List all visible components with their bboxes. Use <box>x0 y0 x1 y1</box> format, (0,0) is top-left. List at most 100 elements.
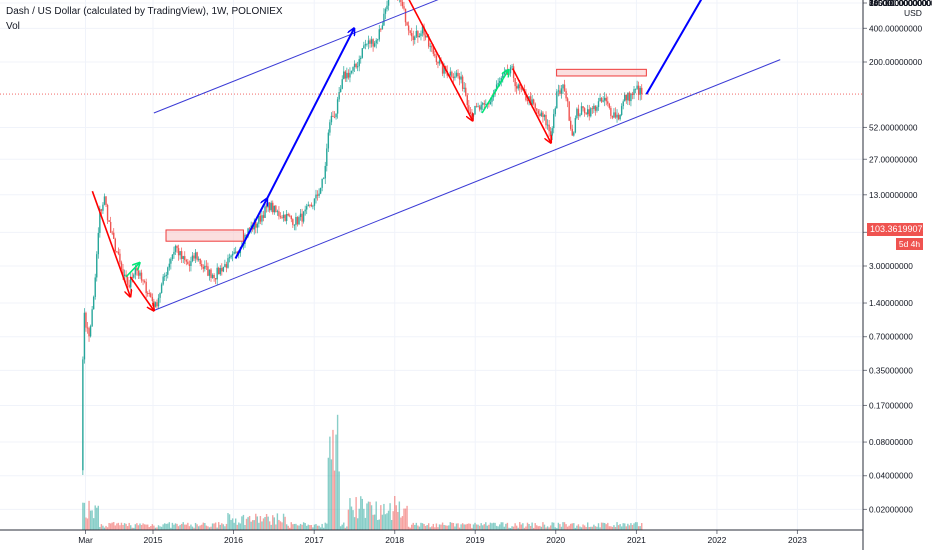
red-arrow-2019[interactable] <box>512 68 551 142</box>
resistance-zone-2015[interactable] <box>165 229 244 242</box>
candle-body <box>253 221 255 230</box>
candle-body <box>285 214 288 221</box>
candle <box>193 252 195 262</box>
candle-body <box>355 63 357 68</box>
volume-bar <box>339 526 342 530</box>
volume-bar <box>241 516 243 530</box>
candle <box>312 204 314 210</box>
candle-body <box>140 272 143 281</box>
volume-bar <box>587 522 589 530</box>
volume-bar <box>145 524 147 530</box>
candle-body <box>290 216 292 220</box>
red-arrow-2018[interactable] <box>392 0 473 120</box>
volume-bar <box>570 523 572 530</box>
candle-body <box>156 302 158 307</box>
candle <box>318 188 320 198</box>
candle <box>265 203 268 213</box>
candle-body <box>177 248 180 256</box>
candle-body <box>485 104 487 106</box>
candle-body <box>630 93 632 102</box>
candle-body <box>386 5 388 10</box>
candle <box>213 273 215 282</box>
volume-bar <box>319 527 322 530</box>
candle <box>167 266 169 279</box>
candle-body <box>537 110 539 114</box>
volume-bar <box>179 524 181 530</box>
candle <box>460 71 462 84</box>
candle-body <box>610 107 612 116</box>
drawings[interactable] <box>0 0 862 311</box>
volume-bar <box>509 527 512 530</box>
candle <box>386 0 388 12</box>
volume-bar <box>116 523 118 530</box>
candle <box>221 263 223 276</box>
resistance-zone-2020[interactable] <box>556 68 647 77</box>
candle-body <box>190 261 192 266</box>
blue-arrow-2016[interactable] <box>234 199 267 259</box>
volume-bar <box>188 526 191 530</box>
candle <box>284 214 286 222</box>
candle <box>542 110 544 123</box>
candle-body <box>548 124 550 132</box>
red-arrow-2014-a[interactable] <box>91 190 130 296</box>
volume-bar <box>309 525 311 530</box>
volume-bar <box>293 523 296 530</box>
candle <box>401 0 404 9</box>
volume-bar <box>159 526 161 530</box>
candle <box>205 260 208 271</box>
candle-body <box>327 132 330 149</box>
candle <box>560 84 563 99</box>
volume-bar <box>468 523 470 530</box>
volume-bar <box>489 522 492 530</box>
candle-body <box>151 297 154 302</box>
volume-bar <box>268 521 271 530</box>
last-price-label: 103.36199073 <box>867 223 928 236</box>
volume-bar <box>180 523 183 530</box>
candle <box>97 227 100 259</box>
candle-body <box>333 116 336 118</box>
time-tick-label: Mar <box>78 535 93 545</box>
candle-body <box>534 103 536 109</box>
candle <box>307 201 309 207</box>
candle <box>329 119 331 136</box>
candle-body <box>636 85 638 89</box>
candle <box>403 1 405 11</box>
channel-lower[interactable] <box>153 59 781 311</box>
volume-bar <box>417 525 419 530</box>
candle-body <box>449 71 451 76</box>
candle-body <box>96 254 98 278</box>
price-tick-label: 800.00000000 <box>869 0 922 8</box>
green-arrow-2014[interactable] <box>125 263 139 278</box>
candle <box>105 195 107 208</box>
candle-body <box>475 105 478 107</box>
candle <box>474 105 476 115</box>
volume-bar <box>353 517 356 530</box>
blue-arrow-projection[interactable] <box>645 0 780 95</box>
candle-body <box>346 72 348 79</box>
candle <box>302 211 305 224</box>
candle-body <box>367 40 370 44</box>
green-arrow-2019[interactable] <box>481 70 508 114</box>
candle-body <box>123 274 126 277</box>
candle-body <box>380 29 382 31</box>
candle <box>301 208 303 227</box>
volume-bar <box>153 525 155 530</box>
candle <box>103 193 106 206</box>
red-arrow-2014-b[interactable] <box>129 276 154 311</box>
candle-body <box>116 251 118 252</box>
volume-bar <box>147 524 149 530</box>
volume-bar <box>559 524 561 530</box>
candle-body <box>463 87 465 89</box>
candle-body <box>182 256 184 259</box>
volume-bar <box>221 523 223 530</box>
volume-bar <box>631 525 634 530</box>
volume-label[interactable]: Vol <box>6 21 20 32</box>
candle-body <box>222 266 225 272</box>
blue-arrow-2017[interactable] <box>266 28 354 200</box>
candle-body <box>438 60 441 64</box>
symbol-title[interactable]: Dash / US Dollar (calculated by TradingV… <box>6 6 283 17</box>
candle-body <box>114 238 116 252</box>
channel-upper[interactable] <box>153 0 780 114</box>
